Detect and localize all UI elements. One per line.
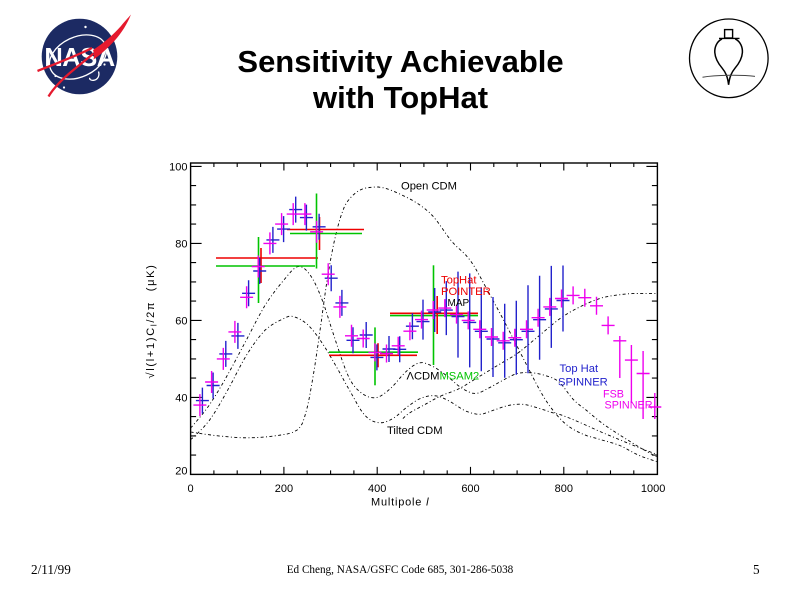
svg-text:√l(l+1)Cl/2π (μK): √l(l+1)Cl/2π (μK) bbox=[145, 263, 159, 378]
svg-text:SPINNER: SPINNER bbox=[558, 377, 608, 389]
svg-text:Tilted CDM: Tilted CDM bbox=[387, 425, 443, 437]
svg-text:1000: 1000 bbox=[641, 483, 665, 495]
svg-text:MAP: MAP bbox=[448, 298, 470, 309]
svg-text:800: 800 bbox=[555, 483, 573, 495]
svg-text:ΛCDMMSAM2: ΛCDMMSAM2 bbox=[407, 371, 480, 383]
svg-text:TopHat: TopHat bbox=[441, 275, 477, 287]
svg-text:600: 600 bbox=[461, 483, 479, 495]
svg-text:Top Hat: Top Hat bbox=[560, 363, 599, 375]
svg-text:20: 20 bbox=[175, 466, 187, 478]
svg-text:0: 0 bbox=[188, 483, 194, 495]
svg-text:400: 400 bbox=[368, 483, 386, 495]
svg-text:Multipole l: Multipole l bbox=[371, 497, 429, 509]
svg-text:100: 100 bbox=[169, 161, 187, 173]
svg-text:200: 200 bbox=[275, 483, 293, 495]
svg-text:40: 40 bbox=[175, 392, 187, 404]
svg-text:60: 60 bbox=[175, 315, 187, 327]
svg-text:FSB: FSB bbox=[603, 389, 624, 401]
svg-text:80: 80 bbox=[175, 238, 187, 250]
svg-text:POINTER: POINTER bbox=[441, 286, 491, 298]
svg-text:SPINNER: SPINNER bbox=[605, 400, 653, 412]
svg-text:Open CDM: Open CDM bbox=[401, 181, 457, 193]
